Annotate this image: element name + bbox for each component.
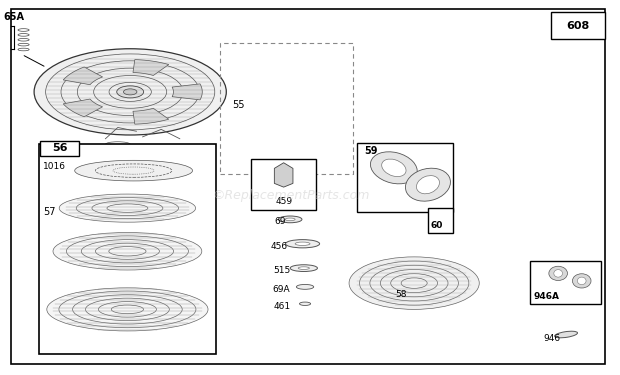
Ellipse shape xyxy=(572,274,591,288)
Polygon shape xyxy=(63,67,102,85)
Text: 57: 57 xyxy=(43,207,56,217)
FancyBboxPatch shape xyxy=(40,141,79,156)
Ellipse shape xyxy=(382,159,406,177)
Text: 59: 59 xyxy=(364,146,378,156)
Ellipse shape xyxy=(555,331,577,338)
Polygon shape xyxy=(172,84,202,100)
Ellipse shape xyxy=(285,240,320,248)
FancyBboxPatch shape xyxy=(39,144,216,354)
Ellipse shape xyxy=(554,270,562,277)
Ellipse shape xyxy=(298,267,309,269)
Text: 60: 60 xyxy=(431,220,443,230)
Text: 1016: 1016 xyxy=(43,162,66,171)
Text: 459: 459 xyxy=(275,197,292,206)
Text: 56: 56 xyxy=(52,143,68,153)
Ellipse shape xyxy=(46,288,208,331)
Ellipse shape xyxy=(59,194,196,222)
Ellipse shape xyxy=(285,218,295,220)
Ellipse shape xyxy=(53,232,202,270)
Text: 946A: 946A xyxy=(533,292,559,301)
Ellipse shape xyxy=(577,277,586,285)
FancyBboxPatch shape xyxy=(530,261,601,304)
Ellipse shape xyxy=(371,152,417,184)
FancyBboxPatch shape xyxy=(551,12,605,39)
Text: 58: 58 xyxy=(396,290,407,299)
Text: 55: 55 xyxy=(232,100,245,110)
FancyBboxPatch shape xyxy=(356,142,453,212)
Polygon shape xyxy=(63,99,102,117)
Ellipse shape xyxy=(74,160,192,181)
Ellipse shape xyxy=(117,86,144,98)
FancyBboxPatch shape xyxy=(251,159,316,210)
Ellipse shape xyxy=(290,265,317,272)
Ellipse shape xyxy=(34,49,226,135)
Ellipse shape xyxy=(349,257,479,309)
Text: 65A: 65A xyxy=(3,12,24,22)
Ellipse shape xyxy=(123,89,137,95)
Ellipse shape xyxy=(405,168,451,201)
Polygon shape xyxy=(133,60,169,75)
Text: 608: 608 xyxy=(566,21,590,31)
FancyBboxPatch shape xyxy=(428,208,453,232)
Ellipse shape xyxy=(417,176,440,194)
Polygon shape xyxy=(133,108,169,124)
Text: ©ReplacementParts.com: ©ReplacementParts.com xyxy=(213,189,370,201)
Ellipse shape xyxy=(296,284,314,290)
Ellipse shape xyxy=(299,302,311,305)
Ellipse shape xyxy=(295,242,310,246)
Ellipse shape xyxy=(549,266,567,280)
Text: 456: 456 xyxy=(271,242,288,251)
Text: 461: 461 xyxy=(273,302,291,311)
Text: 946: 946 xyxy=(544,334,561,343)
Ellipse shape xyxy=(278,216,302,223)
Text: 515: 515 xyxy=(273,266,290,275)
Text: 69A: 69A xyxy=(273,285,290,294)
Polygon shape xyxy=(275,163,293,187)
Text: 69: 69 xyxy=(274,217,286,226)
